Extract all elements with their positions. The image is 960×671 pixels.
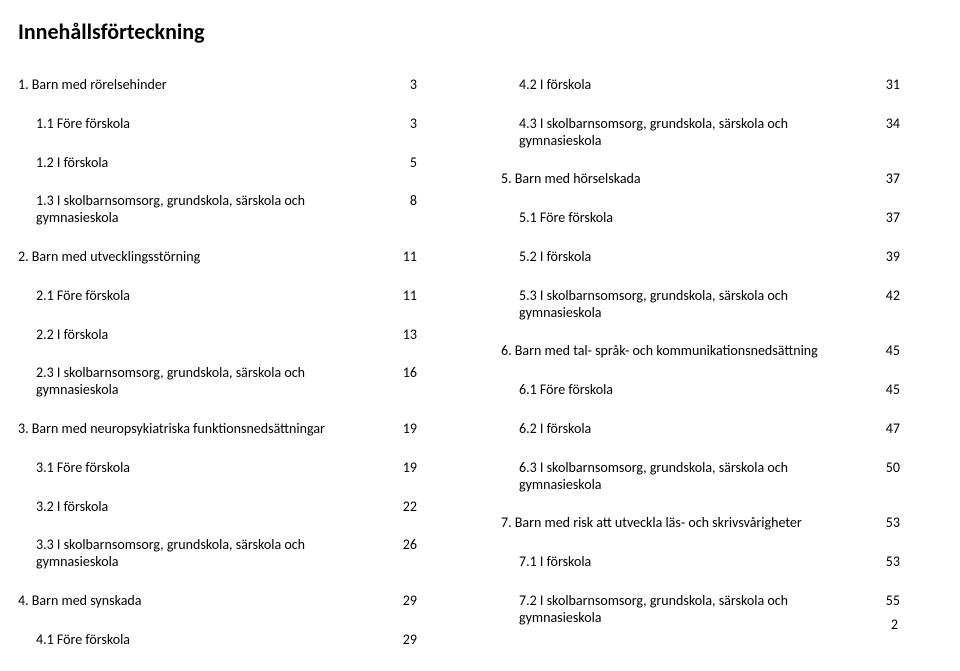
toc-entry: 1.2 I förskola5 bbox=[18, 155, 417, 172]
toc-entry-page: 13 bbox=[393, 327, 417, 344]
toc-entry: 4.3 I skolbarnsomsorg, grundskola, särsk… bbox=[501, 116, 900, 150]
toc-entry-page: 22 bbox=[393, 499, 417, 516]
toc-entry-page: 19 bbox=[393, 460, 417, 477]
toc-entry: 3.3 I skolbarnsomsorg, grundskola, särsk… bbox=[18, 537, 417, 571]
toc-entry-label: 3.3 I skolbarnsomsorg, grundskola, särsk… bbox=[36, 537, 393, 571]
toc-entry: 3.1 Före förskola19 bbox=[18, 460, 417, 477]
toc-column-right: 4.2 I förskola31 4.3 I skolbarnsomsorg, g… bbox=[501, 77, 900, 671]
toc-entry-page: 50 bbox=[876, 460, 900, 494]
toc-entry: 2.2 I förskola13 bbox=[18, 327, 417, 344]
toc-entry-label: 4.2 I förskola bbox=[519, 77, 876, 94]
toc-entry: 5.3 I skolbarnsomsorg, grundskola, särsk… bbox=[501, 288, 900, 322]
toc-entry-label: 5.2 I förskola bbox=[519, 249, 876, 266]
toc-entry: 4. Barn med synskada29 bbox=[18, 593, 417, 610]
toc-entry: 3.2 I förskola22 bbox=[18, 499, 417, 516]
toc-entry: 6. Barn med tal- språk- och kommunikatio… bbox=[501, 343, 900, 360]
toc-entry: 1.3 I skolbarnsomsorg, grundskola, särsk… bbox=[18, 193, 417, 227]
toc-entry-label: 2.3 I skolbarnsomsorg, grundskola, särsk… bbox=[36, 365, 393, 399]
toc-entry-label: 2.2 I förskola bbox=[36, 327, 393, 344]
toc-entry: 1. Barn med rörelsehinder3 bbox=[18, 77, 417, 94]
toc-entry-page: 11 bbox=[393, 249, 417, 266]
toc-entry-page: 29 bbox=[393, 632, 417, 649]
toc-entry: 5.2 I förskola39 bbox=[501, 249, 900, 266]
toc-entry-label: 5.1 Före förskola bbox=[519, 210, 876, 227]
toc-entry-page: 37 bbox=[876, 171, 900, 188]
page-number: 2 bbox=[891, 616, 898, 633]
toc-entry: 2.3 I skolbarnsomsorg, grundskola, särsk… bbox=[18, 365, 417, 399]
toc-entry: 2. Barn med utvecklingsstörning11 bbox=[18, 249, 417, 266]
toc-column-left: 1. Barn med rörelsehinder31.1 Före försk… bbox=[18, 77, 417, 671]
toc-entry: 7. Barn med risk att utveckla läs- och s… bbox=[501, 515, 900, 532]
toc-entry-label: 5. Barn med hörselskada bbox=[501, 171, 876, 188]
toc-entry-page: 53 bbox=[876, 554, 900, 571]
toc-entry: 6.3 I skolbarnsomsorg, grundskola, särsk… bbox=[501, 460, 900, 494]
toc-entry: 6.1 Före förskola45 bbox=[501, 382, 900, 399]
toc-entry-page: 16 bbox=[393, 365, 417, 399]
toc-entry-page: 53 bbox=[876, 515, 900, 532]
toc-entry: 7.2 I skolbarnsomsorg, grundskola, särsk… bbox=[501, 593, 900, 627]
toc-entry-label: 3.2 I förskola bbox=[36, 499, 393, 516]
toc-entry-label: 3.1 Före förskola bbox=[36, 460, 393, 477]
toc-entry-label: 1. Barn med rörelsehinder bbox=[18, 77, 393, 94]
toc-entry: 2.1 Före förskola11 bbox=[18, 288, 417, 305]
toc-entry-page: 5 bbox=[393, 155, 417, 172]
toc-entry-label: 7.2 I skolbarnsomsorg, grundskola, särsk… bbox=[519, 593, 876, 627]
toc-entry-label: 4.3 I skolbarnsomsorg, grundskola, särsk… bbox=[519, 116, 876, 150]
toc-entry: 4.2 I förskola31 bbox=[501, 77, 900, 94]
toc-entry-page: 8 bbox=[393, 193, 417, 227]
toc-entry: 3. Barn med neuropsykiatriska funktionsn… bbox=[18, 421, 417, 438]
toc-entry-label: 6.2 I förskola bbox=[519, 421, 876, 438]
toc-entry-page: 42 bbox=[876, 288, 900, 322]
toc-entry: 5.1 Före förskola37 bbox=[501, 210, 900, 227]
toc-entry-page: 37 bbox=[876, 210, 900, 227]
toc-entry-page: 3 bbox=[393, 77, 417, 94]
toc-entry-page: 26 bbox=[393, 537, 417, 571]
toc-entry-page: 34 bbox=[876, 116, 900, 150]
toc-columns: 1. Barn med rörelsehinder31.1 Före försk… bbox=[18, 77, 900, 671]
toc-entry-label: 1.3 I skolbarnsomsorg, grundskola, särsk… bbox=[36, 193, 393, 227]
toc-entry-label: 7.1 I förskola bbox=[519, 554, 876, 571]
toc-entry: 5. Barn med hörselskada37 bbox=[501, 171, 900, 188]
toc-entry-page: 3 bbox=[393, 116, 417, 133]
toc-entry-label: 1.1 Före förskola bbox=[36, 116, 393, 133]
toc-entry-page: 29 bbox=[393, 593, 417, 610]
page-title: Innehållsförteckning bbox=[18, 18, 900, 45]
toc-entry: 7.1 I förskola53 bbox=[501, 554, 900, 571]
toc-entry-label: 7. Barn med risk att utveckla läs- och s… bbox=[501, 515, 876, 532]
toc-entry-label: 4.1 Före förskola bbox=[36, 632, 393, 649]
toc-entry-page: 45 bbox=[876, 343, 900, 360]
toc-entry-label: 6.1 Före förskola bbox=[519, 382, 876, 399]
toc-entry-page: 47 bbox=[876, 421, 900, 438]
toc-entry-page: 39 bbox=[876, 249, 900, 266]
toc-entry-label: 6.3 I skolbarnsomsorg, grundskola, särsk… bbox=[519, 460, 876, 494]
toc-entry: 4.1 Före förskola29 bbox=[18, 632, 417, 649]
toc-entry-page: 19 bbox=[393, 421, 417, 438]
toc-entry-label: 2.1 Före förskola bbox=[36, 288, 393, 305]
toc-entry-label: 4. Barn med synskada bbox=[18, 593, 393, 610]
toc-entry-label: 5.3 I skolbarnsomsorg, grundskola, särsk… bbox=[519, 288, 876, 322]
toc-entry: 6.2 I förskola47 bbox=[501, 421, 900, 438]
toc-entry-page: 11 bbox=[393, 288, 417, 305]
toc-entry: 1.1 Före förskola3 bbox=[18, 116, 417, 133]
toc-entry-page: 31 bbox=[876, 77, 900, 94]
toc-entry-label: 2. Barn med utvecklingsstörning bbox=[18, 249, 393, 266]
toc-entry-label: 6. Barn med tal- språk- och kommunikatio… bbox=[501, 343, 876, 360]
toc-entry-label: 1.2 I förskola bbox=[36, 155, 393, 172]
toc-entry-label: 3. Barn med neuropsykiatriska funktionsn… bbox=[18, 421, 393, 438]
toc-entry-page: 45 bbox=[876, 382, 900, 399]
